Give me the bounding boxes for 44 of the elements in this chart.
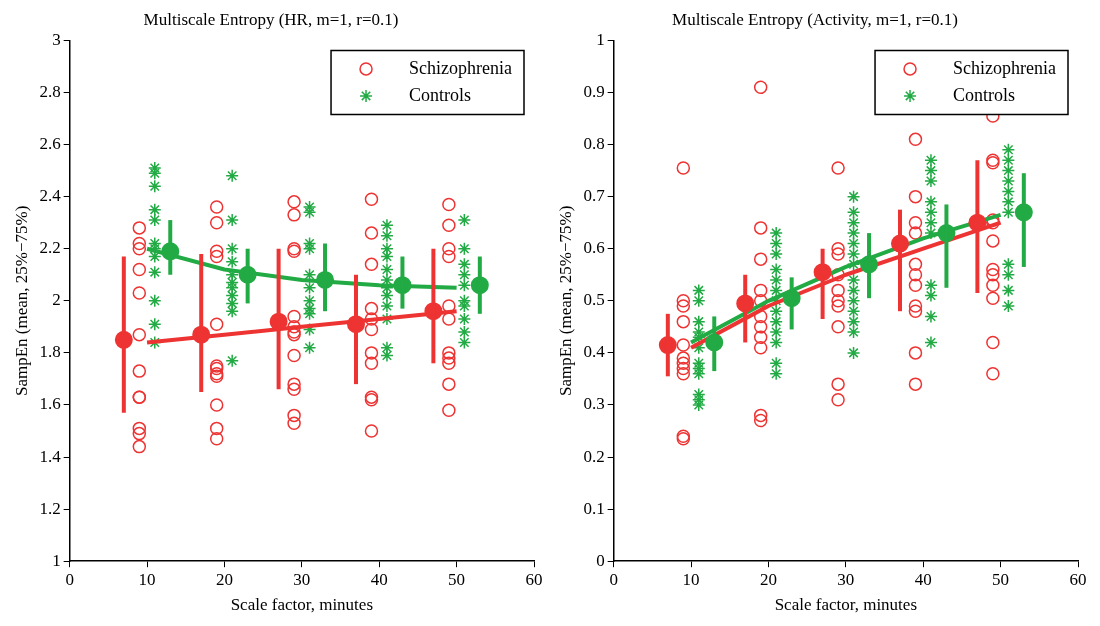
y-tick-label: 0.7 (583, 186, 606, 206)
y-tick-label: 0.1 (583, 498, 605, 518)
y-tick-label: 3 (52, 29, 61, 49)
x-tick-label: 50 (992, 569, 1010, 589)
x-tick-label: 60 (525, 569, 543, 589)
x-tick-label: 40 (370, 569, 388, 589)
y-tick-label: 1 (52, 550, 61, 570)
y-tick-label: 1.4 (39, 446, 62, 466)
legend-label: Schizophrenia (953, 57, 1057, 78)
y-axis-title: SampEn (mean, 25%−75%) (11, 205, 31, 396)
x-tick-label: 10 (138, 569, 156, 589)
x-tick-label: 20 (759, 569, 777, 589)
x-tick-label: 10 (682, 569, 700, 589)
y-tick-label: 1.6 (39, 394, 61, 414)
x-tick-label: 20 (215, 569, 233, 589)
chart-title: Multiscale Entropy (HR, m=1, r=0.1) (143, 9, 399, 29)
y-tick-label: 0 (596, 550, 605, 570)
y-tick-label: 1.2 (39, 498, 61, 518)
x-tick-label: 50 (448, 569, 466, 589)
y-tick-label: 0.4 (583, 342, 606, 362)
y-tick-label: 0.8 (583, 134, 605, 154)
x-tick-label: 40 (914, 569, 932, 589)
x-axis-title: Scale factor, minutes (230, 595, 373, 615)
y-tick-label: 0.3 (583, 394, 605, 414)
x-tick-label: 30 (293, 569, 311, 589)
y-tick-label: 2.8 (39, 81, 61, 101)
y-tick-label: 0.5 (583, 290, 605, 310)
legend-label: Controls (953, 84, 1016, 105)
y-tick-label: 2.2 (39, 238, 61, 258)
legend-label: Schizophrenia (409, 57, 513, 78)
y-axis-title: SampEn (mean, 25%−75%) (555, 205, 575, 396)
x-axis-title: Scale factor, minutes (774, 595, 917, 615)
y-tick-label: 0.6 (583, 238, 605, 258)
y-tick-label: 0.9 (583, 81, 605, 101)
x-tick-label: 60 (1069, 569, 1087, 589)
y-tick-label: 0.2 (583, 446, 605, 466)
y-tick-label: 2.4 (39, 186, 62, 206)
y-tick-label: 2 (52, 290, 61, 310)
y-tick-label: 1.8 (39, 342, 61, 362)
legend-label: Controls (409, 84, 472, 105)
x-tick-label: 30 (837, 569, 855, 589)
chart-title: Multiscale Entropy (Activity, m=1, r=0.1) (672, 9, 958, 29)
y-tick-label: 1 (596, 29, 605, 49)
y-tick-label: 2.6 (39, 134, 61, 154)
